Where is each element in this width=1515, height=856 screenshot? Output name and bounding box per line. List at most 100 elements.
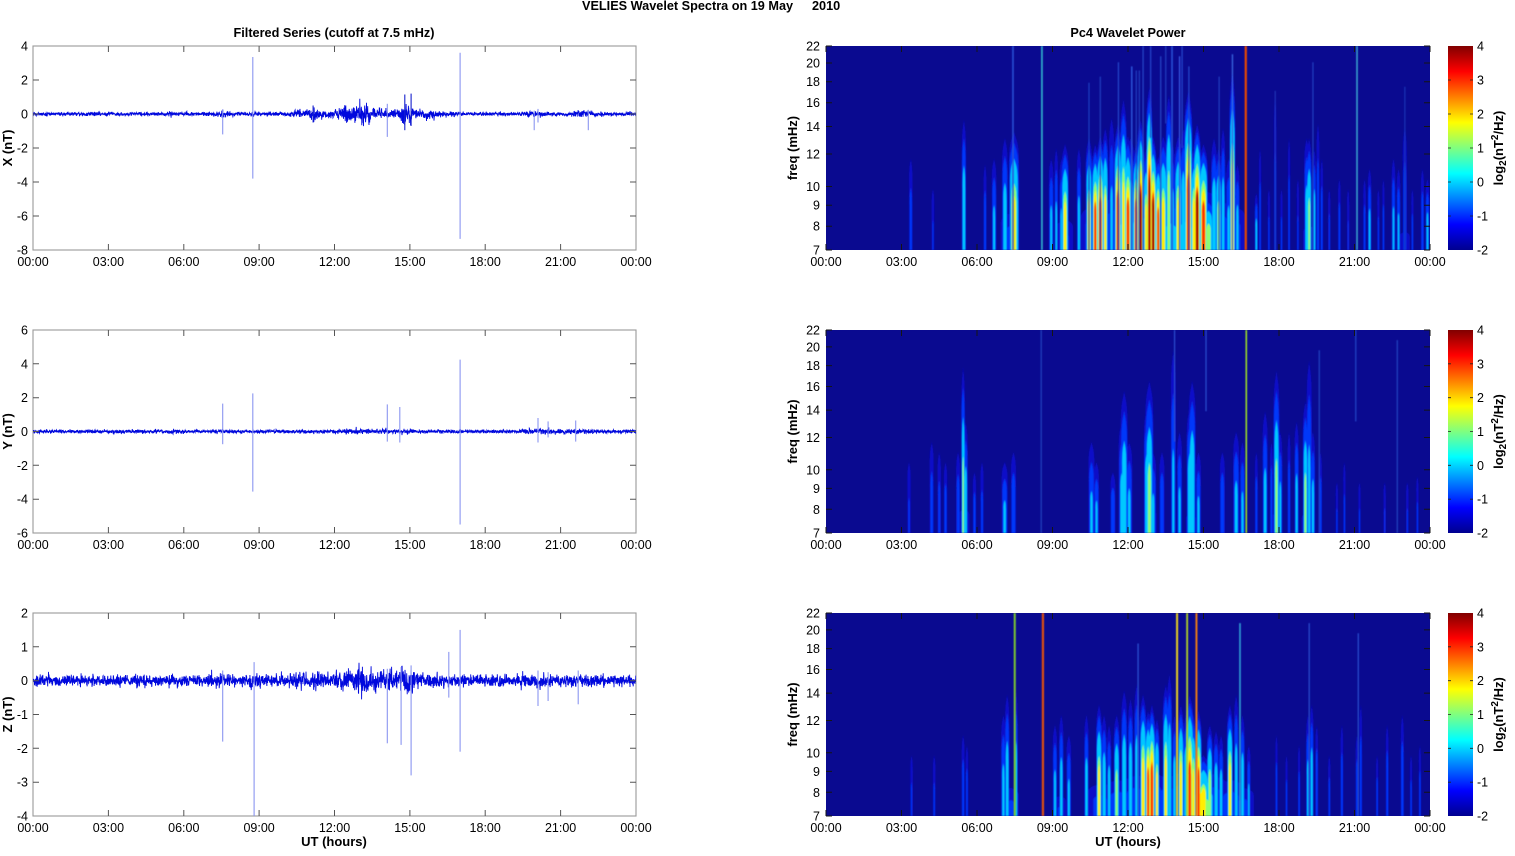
svg-text:8: 8	[813, 786, 820, 800]
svg-text:-8: -8	[17, 244, 28, 258]
svg-text:22: 22	[806, 40, 820, 54]
svg-text:03:00: 03:00	[93, 538, 124, 552]
svg-text:3: 3	[1477, 357, 1484, 371]
svg-text:0: 0	[1477, 459, 1484, 473]
svg-text:2: 2	[21, 607, 28, 621]
svg-text:00:00: 00:00	[1414, 821, 1445, 835]
svg-text:21:00: 21:00	[1339, 538, 1370, 552]
svg-text:09:00: 09:00	[1037, 255, 1068, 269]
svg-text:UT (hours): UT (hours)	[301, 834, 367, 849]
svg-text:15:00: 15:00	[1188, 538, 1219, 552]
svg-text:18:00: 18:00	[1263, 821, 1294, 835]
svg-text:10: 10	[806, 463, 820, 477]
svg-text:-2: -2	[1477, 244, 1488, 258]
svg-text:2: 2	[1477, 674, 1484, 688]
svg-text:12: 12	[806, 714, 820, 728]
svg-text:15:00: 15:00	[1188, 821, 1219, 835]
svg-text:9: 9	[813, 199, 820, 213]
svg-text:00:00: 00:00	[620, 538, 651, 552]
svg-text:-6: -6	[17, 210, 28, 224]
svg-text:-2: -2	[17, 459, 28, 473]
svg-text:-2: -2	[17, 742, 28, 756]
svg-text:21:00: 21:00	[545, 821, 576, 835]
svg-text:Pc4 Wavelet Power: Pc4 Wavelet Power	[1070, 26, 1185, 40]
svg-text:4: 4	[21, 40, 28, 54]
svg-text:12:00: 12:00	[319, 255, 350, 269]
svg-text:06:00: 06:00	[961, 821, 992, 835]
svg-text:15:00: 15:00	[394, 821, 425, 835]
svg-text:-1: -1	[1477, 776, 1488, 790]
svg-text:00:00: 00:00	[810, 255, 841, 269]
svg-text:12: 12	[806, 431, 820, 445]
svg-text:21:00: 21:00	[545, 538, 576, 552]
svg-text:VELIES Wavelet Spectra on 19 M: VELIES Wavelet Spectra on 19 May	[582, 0, 793, 13]
svg-text:12:00: 12:00	[1112, 255, 1143, 269]
svg-text:00:00: 00:00	[810, 821, 841, 835]
svg-text:09:00: 09:00	[1037, 821, 1068, 835]
svg-text:-2: -2	[17, 142, 28, 156]
svg-text:-1: -1	[1477, 493, 1488, 507]
svg-text:20: 20	[806, 623, 820, 637]
svg-text:18: 18	[806, 75, 820, 89]
svg-text:06:00: 06:00	[961, 255, 992, 269]
svg-text:7: 7	[813, 244, 820, 258]
svg-text:12:00: 12:00	[1112, 538, 1143, 552]
svg-text:03:00: 03:00	[886, 255, 917, 269]
svg-text:00:00: 00:00	[1414, 255, 1445, 269]
svg-text:18:00: 18:00	[470, 538, 501, 552]
svg-text:4: 4	[21, 357, 28, 371]
svg-text:0: 0	[1477, 742, 1484, 756]
svg-text:7: 7	[813, 810, 820, 824]
svg-text:Filtered Series (cutoff at 7.5: Filtered Series (cutoff at 7.5 mHz)	[234, 26, 435, 40]
svg-text:9: 9	[813, 482, 820, 496]
svg-text:21:00: 21:00	[1339, 821, 1370, 835]
svg-text:03:00: 03:00	[886, 821, 917, 835]
svg-text:-4: -4	[17, 493, 28, 507]
svg-text:06:00: 06:00	[168, 821, 199, 835]
svg-text:8: 8	[813, 503, 820, 517]
svg-text:16: 16	[806, 380, 820, 394]
svg-text:06:00: 06:00	[168, 255, 199, 269]
svg-text:00:00: 00:00	[1414, 538, 1445, 552]
svg-text:log2(nT2/Hz): log2(nT2/Hz)	[1490, 394, 1509, 469]
svg-text:00:00: 00:00	[620, 255, 651, 269]
svg-text:8: 8	[813, 220, 820, 234]
svg-text:6: 6	[21, 324, 28, 338]
svg-text:freq (mHz): freq (mHz)	[785, 116, 800, 180]
svg-text:14: 14	[806, 404, 820, 418]
svg-text:21:00: 21:00	[1339, 255, 1370, 269]
svg-text:16: 16	[806, 96, 820, 110]
svg-text:X (nT): X (nT)	[0, 130, 15, 167]
svg-text:9: 9	[813, 765, 820, 779]
svg-text:09:00: 09:00	[243, 255, 274, 269]
svg-text:2010: 2010	[812, 0, 840, 13]
svg-text:22: 22	[806, 607, 820, 621]
svg-text:09:00: 09:00	[243, 821, 274, 835]
svg-text:10: 10	[806, 746, 820, 760]
svg-text:-1: -1	[17, 708, 28, 722]
svg-text:freq (mHz): freq (mHz)	[785, 682, 800, 746]
svg-text:15:00: 15:00	[394, 538, 425, 552]
svg-text:18: 18	[806, 642, 820, 656]
svg-text:03:00: 03:00	[93, 821, 124, 835]
svg-text:4: 4	[1477, 607, 1484, 621]
svg-text:-3: -3	[17, 776, 28, 790]
svg-text:12: 12	[806, 148, 820, 162]
svg-text:3: 3	[1477, 640, 1484, 654]
svg-text:00:00: 00:00	[17, 821, 48, 835]
svg-text:log2(nT2/Hz): log2(nT2/Hz)	[1490, 677, 1509, 752]
svg-text:16: 16	[806, 663, 820, 677]
svg-text:0: 0	[21, 108, 28, 122]
svg-text:12:00: 12:00	[319, 538, 350, 552]
svg-text:-4: -4	[17, 810, 28, 824]
svg-text:1: 1	[21, 640, 28, 654]
svg-text:18:00: 18:00	[1263, 538, 1294, 552]
svg-text:00:00: 00:00	[620, 821, 651, 835]
svg-text:15:00: 15:00	[394, 255, 425, 269]
svg-text:-1: -1	[1477, 210, 1488, 224]
svg-text:22: 22	[806, 324, 820, 338]
svg-text:18: 18	[806, 359, 820, 373]
svg-text:1: 1	[1477, 708, 1484, 722]
svg-text:0: 0	[21, 674, 28, 688]
svg-text:-6: -6	[17, 527, 28, 541]
